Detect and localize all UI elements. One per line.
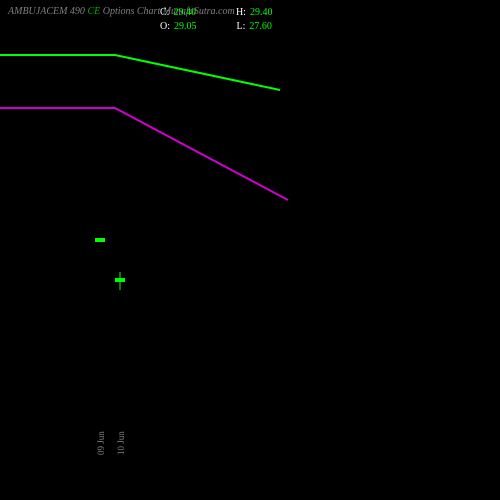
price-chart (0, 0, 500, 500)
magenta-trend-line (0, 108, 288, 200)
x-axis-label: 10 Jun (116, 431, 126, 455)
candle-body (95, 238, 105, 242)
candlestick-group (95, 238, 125, 290)
x-axis-label: 09 Jun (96, 431, 106, 455)
green-trend-line (0, 55, 280, 90)
candle-body (115, 278, 125, 282)
